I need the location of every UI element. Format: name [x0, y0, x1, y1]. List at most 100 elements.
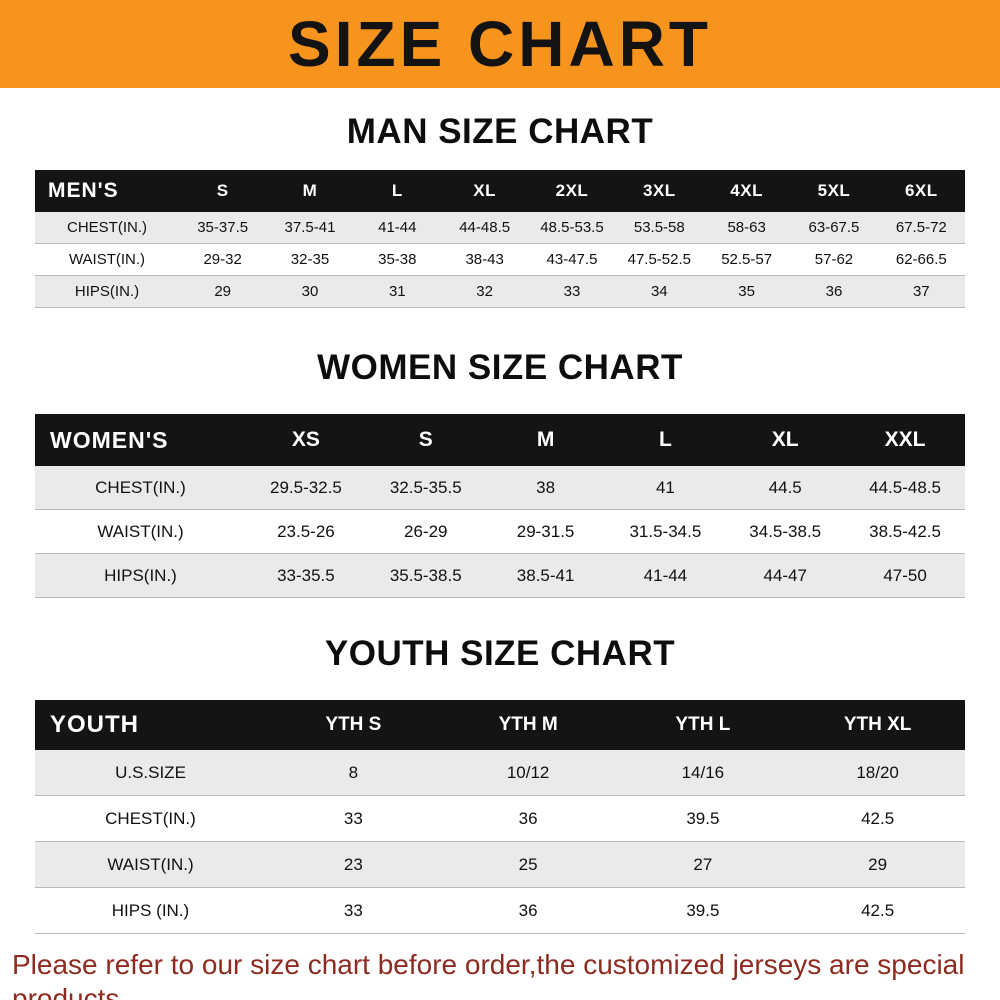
table-title-cell: YOUTH: [50, 711, 139, 738]
table-title-cell: WOMEN'S: [50, 426, 169, 453]
size-value: 44-47: [763, 565, 807, 585]
size-value: 62-66.5: [895, 251, 947, 268]
size-value: 14/16: [681, 762, 725, 782]
table-row: CHEST(IN.) 35-37.5 37.5-41 41-44 44-48.5 48.5…: [35, 212, 965, 244]
size-value: 10/12: [506, 762, 550, 782]
size-value: 38.5-42.5: [869, 521, 941, 541]
column-header: 6XL: [904, 181, 938, 200]
row-label: U.S.SIZE: [115, 762, 186, 782]
size-value: 43-47.5: [546, 251, 598, 268]
size-value: 33: [343, 900, 363, 920]
size-value: 63-67.5: [808, 219, 860, 236]
size-value: 32.5-35.5: [389, 477, 462, 497]
table-row: WAIST(IN.) 23 25 27 29: [35, 841, 965, 888]
size-value: 57-62: [814, 251, 854, 268]
size-value: 47.5-52.5: [627, 251, 691, 268]
column-header: 2XL: [555, 181, 589, 200]
section-youth: YOUTH SIZE CHART YOUTH YTH S YTH M YTH L YTH…: [0, 634, 1000, 934]
column-header: L: [391, 181, 403, 200]
size-value: 18/20: [856, 762, 899, 782]
notice-line-1: Please refer to our size chart before or…: [12, 949, 965, 1000]
size-value: 31: [388, 283, 406, 300]
section-women: WOMEN SIZE CHART WOMEN'S XS S M L XL XXL CHEST(…: [0, 348, 1000, 598]
size-value: 23.5-26: [277, 521, 335, 541]
size-value: 36: [825, 283, 843, 300]
row-label: CHEST(IN.): [95, 477, 186, 497]
column-header: XL: [771, 428, 799, 451]
women-size-table: WOMEN'S XS S M L XL XXL CHEST(IN.) 29.5-32.5 32.5…: [35, 414, 965, 598]
row-label: HIPS(IN.): [74, 283, 140, 300]
column-header: M: [302, 181, 318, 200]
size-value: 29.5-32.5: [269, 477, 342, 497]
section-heading-youth: YOUTH SIZE CHART: [324, 634, 676, 673]
table-row: HIPS(IN.) 29 30 31 32 33 34 35 36 37: [35, 275, 965, 308]
column-header: S: [216, 181, 229, 200]
size-value: 34.5-38.5: [749, 521, 822, 541]
size-value: 29-31.5: [516, 521, 575, 541]
table-row: CHEST(IN.) 33 36 39.5 42.5: [35, 795, 965, 842]
row-label: WAIST(IN.): [107, 854, 194, 874]
size-value: 36: [518, 900, 538, 920]
size-value: 41-44: [378, 219, 417, 236]
column-header: XL: [473, 181, 497, 200]
banner: SIZE CHART: [0, 0, 1000, 88]
section-heading-men: MAN SIZE CHART: [346, 112, 654, 151]
column-header: YTH XL: [843, 714, 912, 735]
size-value: 38: [536, 477, 556, 497]
row-label: WAIST(IN.): [97, 521, 184, 541]
size-value: 37: [912, 283, 930, 300]
size-value: 26-29: [404, 521, 448, 541]
size-value: 38-43: [465, 251, 504, 268]
size-value: 33: [563, 283, 581, 300]
size-value: 25: [518, 854, 538, 874]
size-value: 29: [868, 854, 888, 874]
table-header-row: MEN'S S M L XL 2XL 3XL 4XL 5XL 6XL: [35, 170, 965, 212]
table-row: HIPS(IN.) 33-35.5 35.5-38.5 38.5-41 41-44 44-…: [35, 553, 965, 598]
row-label: CHEST(IN.): [67, 219, 147, 236]
column-header: S: [418, 428, 433, 451]
row-label: HIPS(IN.): [104, 565, 177, 585]
table-title-cell: MEN'S: [48, 179, 119, 202]
size-value: 42.5: [861, 900, 895, 920]
size-value: 44-48.5: [459, 219, 511, 236]
size-value: 47-50: [883, 565, 927, 585]
column-header: M: [536, 428, 555, 451]
table-header-row: YOUTH YTH S YTH M YTH L YTH XL: [35, 700, 965, 750]
column-header: 3XL: [642, 181, 676, 200]
size-value: 27: [693, 854, 713, 874]
size-value: 29-32: [203, 251, 242, 268]
banner-title: SIZE CHART: [288, 8, 712, 80]
size-value: 35.5-38.5: [389, 565, 462, 585]
size-value: 52.5-57: [721, 251, 773, 268]
table-row: WAIST(IN.) 29-32 32-35 35-38 38-43 43-47.5 47.…: [35, 243, 965, 276]
size-value: 31.5-34.5: [629, 521, 702, 541]
table-row: HIPS (IN.) 33 36 39.5 42.5: [35, 887, 965, 934]
size-value: 33: [343, 808, 363, 828]
column-header: L: [658, 428, 672, 451]
column-header: XS: [291, 428, 320, 451]
footer-notice: Please refer to our size chart before or…: [12, 948, 1000, 1000]
size-value: 35-38: [378, 251, 417, 268]
size-value: 36: [518, 808, 538, 828]
size-value: 39.5: [686, 808, 720, 828]
size-value: 58-63: [727, 219, 766, 236]
table-row: U.S.SIZE 8 10/12 14/16 18/20: [35, 750, 965, 796]
size-value: 44.5-48.5: [869, 477, 941, 497]
size-value: 48.5-53.5: [540, 219, 604, 236]
section-men: MAN SIZE CHART MEN'S S M L XL 2XL 3XL 4XL 5XL 6XL…: [0, 112, 1000, 308]
size-value: 8: [348, 762, 359, 782]
column-header: 4XL: [730, 181, 763, 200]
column-header: XXL: [884, 428, 926, 451]
size-value: 41: [655, 477, 675, 497]
size-value: 35-37.5: [197, 219, 249, 236]
row-label: HIPS (IN.): [111, 900, 190, 920]
size-value: 29: [214, 283, 231, 300]
size-value: 30: [301, 283, 319, 300]
size-value: 32: [476, 283, 493, 300]
size-value: 41-44: [643, 565, 688, 585]
size-value: 35: [738, 283, 755, 300]
youth-size-table: YOUTH YTH S YTH M YTH L YTH XL U.S.SIZE 8 10/12…: [35, 700, 965, 934]
size-value: 44.5: [768, 477, 802, 497]
column-header: 5XL: [817, 181, 851, 200]
